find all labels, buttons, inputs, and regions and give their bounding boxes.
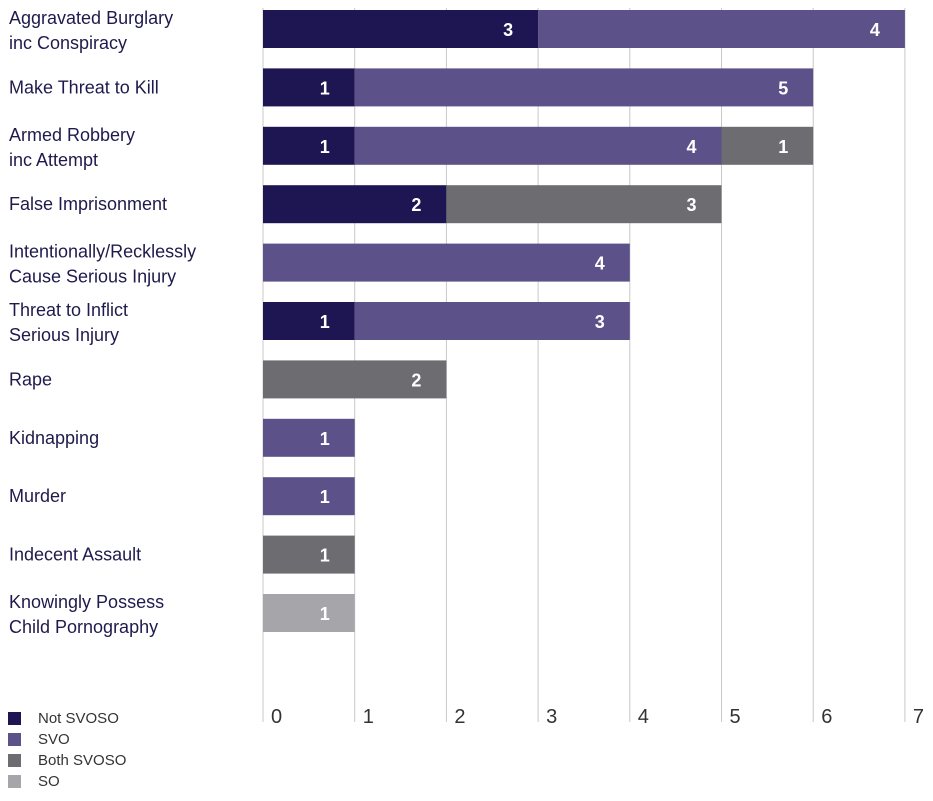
bar-segment <box>538 10 905 48</box>
x-tick-label: 0 <box>271 706 282 728</box>
bar-value-label: 1 <box>320 429 330 449</box>
bar-segment <box>263 360 447 399</box>
legend-swatch <box>8 775 21 788</box>
legend-item: Both SVOSO <box>8 750 126 771</box>
x-tick-label: 5 <box>730 706 741 728</box>
bar-segment <box>263 594 355 632</box>
category-label: Rape <box>9 369 52 389</box>
bar-segment <box>263 302 355 340</box>
x-tick-label: 4 <box>638 706 649 728</box>
value-labels: 3 4 1 5 1 4 1 2 3 4 1 3 2 1 1 1 1 <box>320 20 880 624</box>
bar-segment <box>446 185 722 224</box>
bar-value-label: 4 <box>686 137 696 157</box>
legend-swatch <box>8 754 21 767</box>
bar-value-label: 3 <box>595 312 605 332</box>
bar-segment <box>721 126 814 165</box>
bar-segment <box>263 185 447 224</box>
legend-swatch <box>8 733 21 746</box>
bar-value-label: 2 <box>411 195 421 215</box>
category-label: Armed Robbery inc Attempt <box>9 125 135 170</box>
category-label: Threat to Inflict Serious Injury <box>9 300 128 345</box>
bar-series <box>263 10 905 632</box>
legend-item: SVO <box>8 729 126 750</box>
bar-value-label: 4 <box>870 20 880 40</box>
bar-value-label: 1 <box>320 604 330 624</box>
x-tick-label: 1 <box>363 706 374 728</box>
legend-item: Not SVOSO <box>8 708 126 729</box>
bar-value-label: 4 <box>595 254 605 274</box>
bar-segment <box>263 477 355 516</box>
x-tick-label: 7 <box>913 706 924 728</box>
x-tick-label: 3 <box>546 706 557 728</box>
bar-segment <box>354 302 630 340</box>
bar-segment <box>263 10 539 48</box>
bar-value-label: 3 <box>503 20 513 40</box>
bar-value-label: 3 <box>686 195 696 215</box>
category-label: Intentionally/Recklessly Cause Serious In… <box>9 242 196 287</box>
category-label: Murder <box>9 486 66 506</box>
legend-swatch <box>8 712 21 725</box>
category-label: False Imprisonment <box>9 194 167 214</box>
legend-item: SO <box>8 771 126 792</box>
bar-segment <box>263 126 355 165</box>
bar-value-label: 2 <box>411 370 421 390</box>
bar-value-label: 5 <box>778 78 788 98</box>
legend-label: SO <box>38 773 60 790</box>
bar-value-label: 1 <box>778 137 788 157</box>
category-label: Make Threat to Kill <box>9 77 159 97</box>
x-axis-ticks: 0 1 2 3 4 5 6 7 <box>271 706 924 728</box>
category-label: Knowingly Possess Child Pornography <box>9 592 164 637</box>
bar-segment <box>354 68 814 107</box>
bar-segment <box>354 126 722 165</box>
bar-value-label: 1 <box>320 546 330 566</box>
bar-segment <box>263 243 630 282</box>
bar-value-label: 1 <box>320 312 330 332</box>
category-label: Indecent Assault <box>9 545 141 565</box>
legend-label: Not SVOSO <box>38 710 119 727</box>
bar-segment <box>263 418 355 457</box>
bar-value-label: 1 <box>320 487 330 507</box>
bar-segment <box>263 535 355 574</box>
legend-label: SVO <box>38 731 70 748</box>
category-label: Kidnapping <box>9 428 99 448</box>
x-tick-label: 2 <box>454 706 465 728</box>
bar-segment <box>263 68 355 107</box>
bar-value-label: 1 <box>320 137 330 157</box>
legend: Not SVOSO SVO Both SVOSO SO <box>8 708 126 792</box>
bar-value-label: 1 <box>320 78 330 98</box>
category-labels: Aggravated Burglary inc Conspiracy Make Th… <box>9 8 196 637</box>
legend-label: Both SVOSO <box>38 752 127 769</box>
x-tick-label: 6 <box>821 706 832 728</box>
category-label: Aggravated Burglary inc Conspiracy <box>9 8 173 53</box>
